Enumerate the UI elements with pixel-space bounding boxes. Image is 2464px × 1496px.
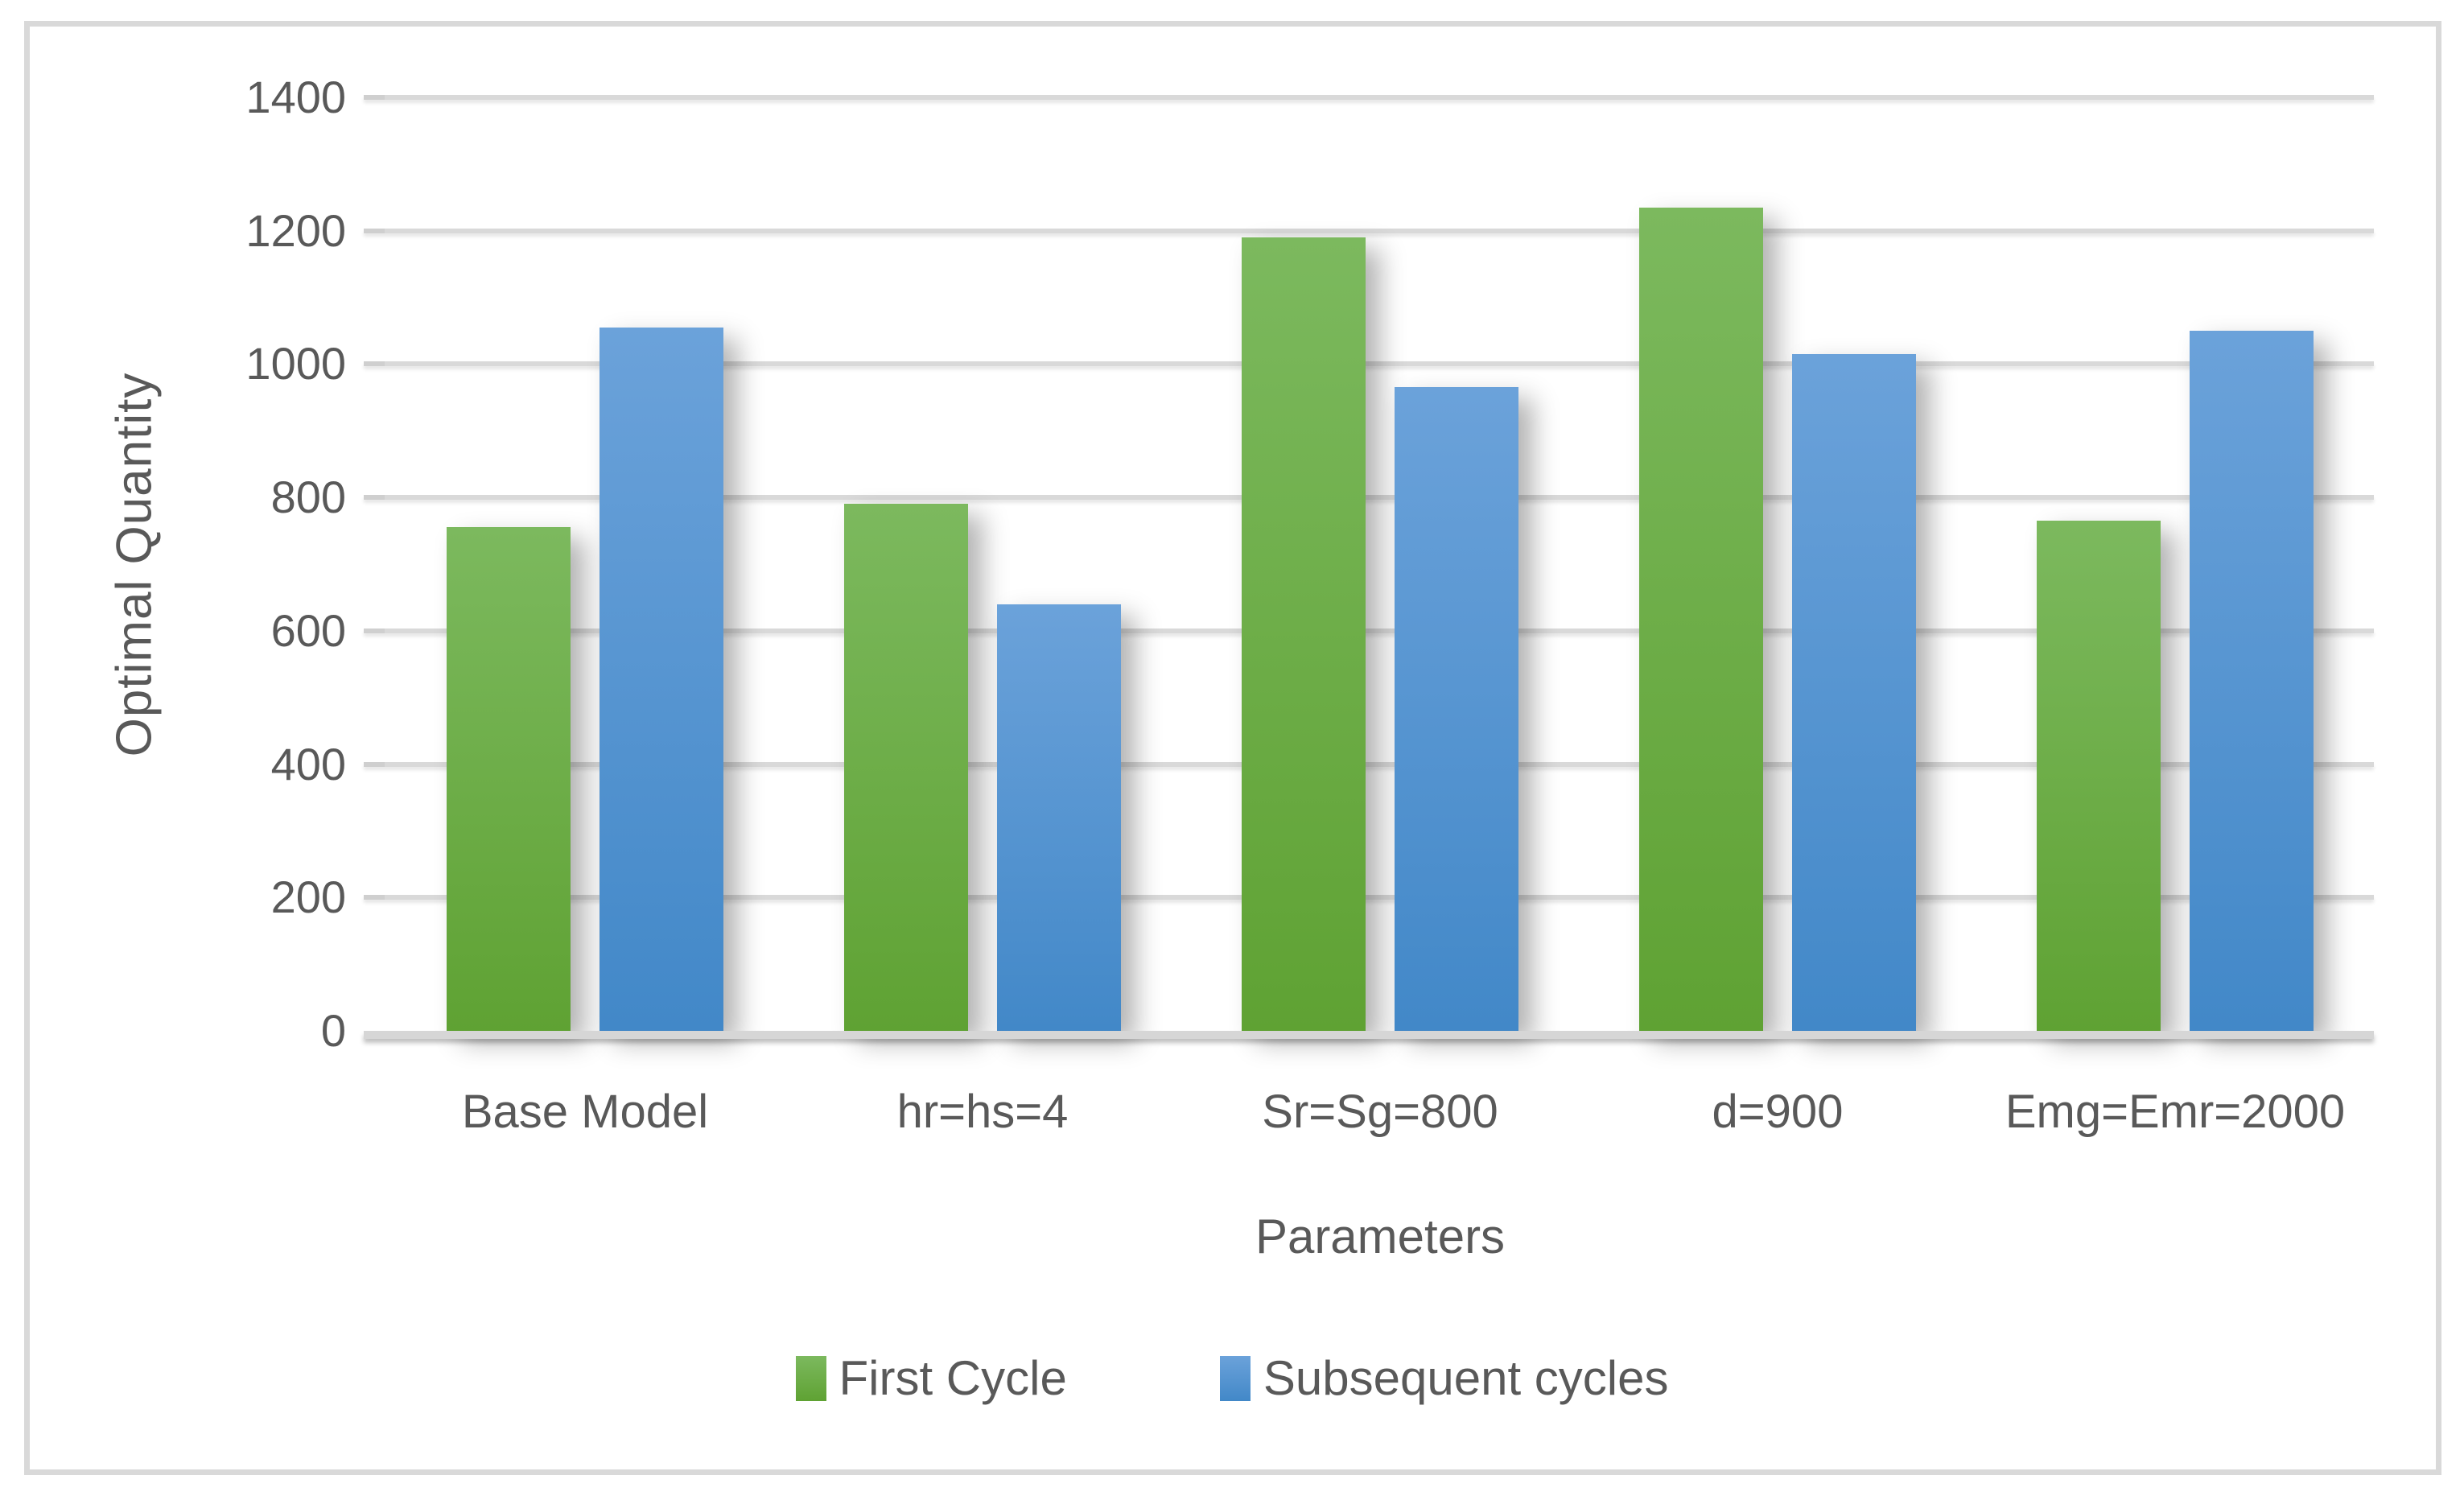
y-tick-label-400: 400	[270, 738, 346, 789]
bar-subsequent-cycles-4	[2190, 331, 2314, 1031]
legend-label-first-cycle: First Cycle	[839, 1351, 1067, 1405]
legend-swatch-subsequent-cycles	[1219, 1355, 1251, 1401]
bar-subsequent-cycles-1	[997, 604, 1121, 1031]
plot-area: 1400 1200 1000 800 600 400 200 0	[245, 75, 2374, 1053]
bar-subsequent-cycles-2	[1395, 387, 1518, 1031]
gridline-1400	[364, 95, 2374, 100]
gridline-200	[364, 895, 2374, 900]
gridline-1200	[364, 228, 2374, 233]
x-axis-title: Parameters	[1255, 1210, 1506, 1263]
x-category-label-0: Base Model	[461, 1086, 709, 1138]
x-category-label-1: hr=hs=4	[896, 1086, 1069, 1138]
bar-group-2	[1181, 97, 1579, 1031]
bar-first-cycle-3	[1639, 207, 1763, 1031]
gridline-600	[364, 628, 2374, 633]
gridline-800	[364, 495, 2374, 501]
bar-first-cycle-0	[447, 527, 571, 1031]
bar-subsequent-cycles-3	[1792, 354, 1916, 1031]
y-axis-title-text: Optimal Quantity	[106, 372, 163, 756]
bar-subsequent-cycles-0	[600, 327, 723, 1031]
y-tick-label-1400: 1400	[245, 72, 346, 122]
bar-groups	[386, 97, 2374, 1031]
y-tick-label-200: 200	[270, 872, 346, 923]
gridline-1000	[364, 361, 2374, 367]
bar-first-cycle-4	[2037, 521, 2161, 1031]
legend-label-subsequent-cycles: Subsequent cycles	[1263, 1351, 1669, 1405]
bar-group-3	[1579, 97, 1976, 1031]
y-tick-label-1200: 1200	[245, 204, 346, 256]
y-axis-title: Optimal Quantity	[98, 97, 171, 1031]
legend-swatch-first-cycle	[795, 1355, 826, 1401]
gridline-400	[364, 761, 2374, 767]
bar-first-cycle-1	[844, 504, 968, 1031]
bar-first-cycle-2	[1242, 237, 1366, 1031]
x-axis-line	[364, 1031, 2374, 1039]
y-tick-label-600: 600	[270, 604, 346, 656]
bar-group-4	[1976, 97, 2374, 1031]
x-axis-category-labels: Base Model hr=hs=4 Sr=Sg=800 d=900 Emg=Emr=2…	[386, 1085, 2374, 1139]
y-tick-label-1000: 1000	[245, 338, 346, 389]
legend: First Cycle Subsequent cycles	[0, 1350, 2464, 1406]
bar-group-1	[784, 97, 1181, 1031]
legend-item-first-cycle: First Cycle	[795, 1350, 1067, 1406]
legend-item-subsequent-cycles: Subsequent cycles	[1219, 1350, 1669, 1406]
x-category-label-4: Emg=Emr=2000	[2005, 1086, 2346, 1138]
x-category-label-3: d=900	[1712, 1086, 1844, 1138]
y-tick-label-0: 0	[320, 1005, 346, 1056]
bar-group-0	[386, 97, 784, 1031]
y-tick-label-800: 800	[270, 472, 346, 523]
x-category-label-2: Sr=Sg=800	[1262, 1086, 1498, 1138]
